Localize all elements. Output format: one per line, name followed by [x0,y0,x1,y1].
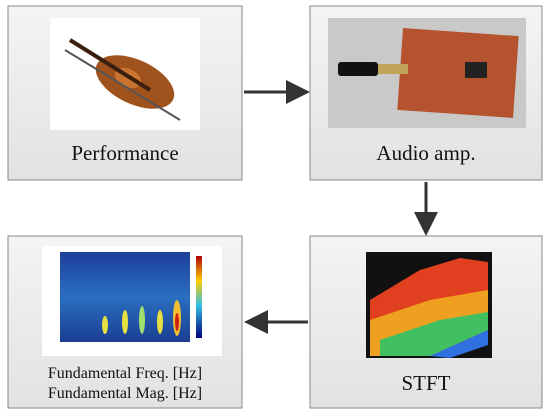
stft-image [366,252,492,358]
node-stft: STFT [310,236,542,408]
node-label: Fundamental Freq. [Hz] [48,365,202,382]
node-fundamental: Fundamental Freq. [Hz] Fundamental Mag. … [8,236,242,408]
spectrogram-image [42,246,222,356]
node-label: STFT [401,371,450,395]
node-audio-amp: Audio amp. [310,6,542,180]
node-label: Audio amp. [376,141,475,165]
violin-image [50,18,200,130]
amp-image [328,18,526,128]
node-label: Fundamental Mag. [Hz] [48,385,202,402]
node-performance: Performance [8,6,242,180]
diagram: Performance Audio amp. STFT [0,0,547,411]
node-label: Performance [71,141,178,165]
